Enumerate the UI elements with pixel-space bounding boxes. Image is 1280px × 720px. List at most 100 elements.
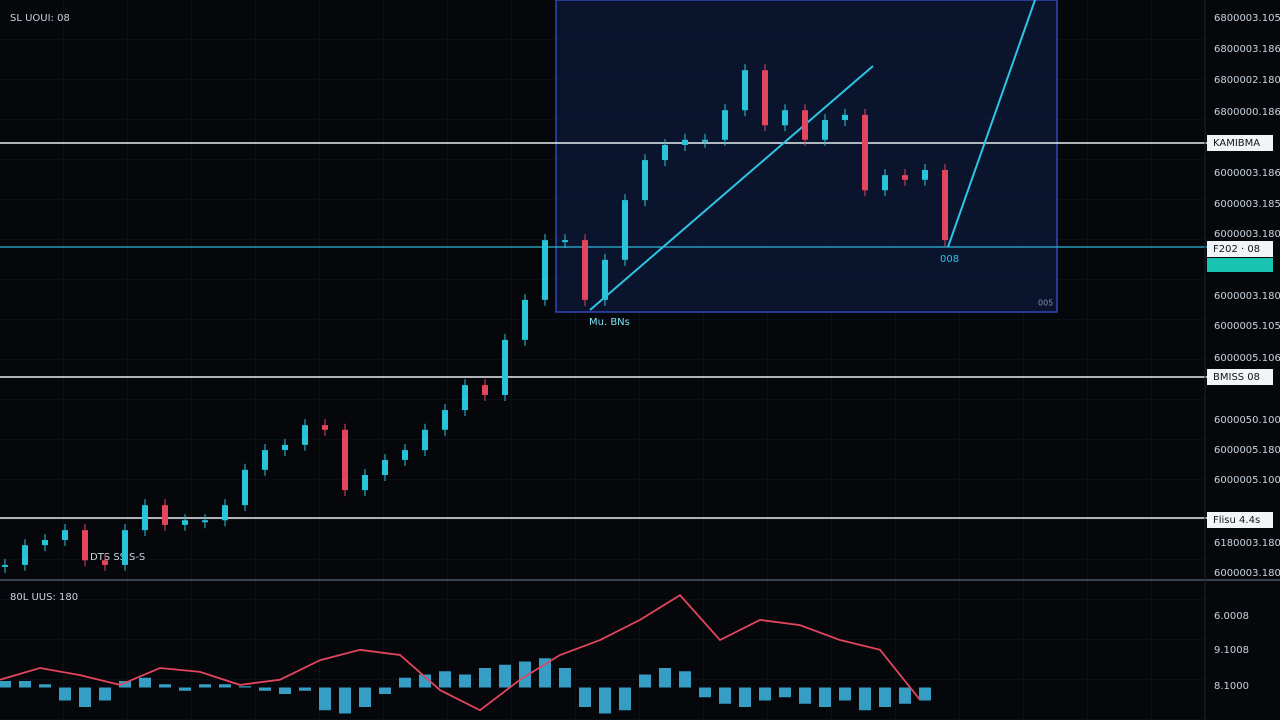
histogram-bar [299, 687, 311, 691]
candle [702, 139, 708, 142]
candle [482, 385, 488, 395]
histogram-bar [319, 687, 331, 711]
candle [662, 145, 668, 161]
histogram-bar [839, 687, 851, 701]
price-tag: Flisu 4.4s [1213, 515, 1260, 526]
candle [182, 520, 188, 525]
indicator-axis-label: 6.0008 [1214, 611, 1249, 622]
candle [62, 530, 68, 540]
histogram-bar [499, 664, 511, 688]
indicator-title: 80L UUS: 180 [10, 592, 78, 603]
indicator-axis-label: 8.1000 [1214, 681, 1249, 692]
candle [842, 114, 848, 121]
histogram-bar [79, 687, 91, 707]
histogram-bar [279, 687, 291, 694]
candle [242, 469, 248, 506]
price-tag-box [1207, 241, 1273, 257]
candle [42, 539, 48, 546]
price-axis-label: 6000003.185 [1214, 199, 1280, 210]
histogram-bar [0, 681, 11, 688]
candle [762, 70, 768, 126]
price-tag: BMISS 08 [1213, 372, 1260, 383]
annotation: Mu. BNs [589, 317, 630, 328]
price-axis-label: 6000003.180 [1214, 229, 1280, 240]
histogram-bar [159, 684, 171, 688]
histogram-bar [379, 687, 391, 694]
histogram-bar [459, 674, 471, 688]
candle [522, 299, 528, 340]
histogram-bar [59, 687, 71, 701]
candle [722, 110, 728, 140]
selection-box[interactable] [555, 0, 1058, 313]
histogram-bar [879, 687, 891, 707]
candle [802, 110, 808, 140]
candle [922, 169, 928, 180]
histogram-bar [559, 668, 571, 688]
histogram-bar [479, 668, 491, 688]
candle [442, 410, 448, 430]
histogram-bar [779, 687, 791, 698]
price-axis-label: 6000005.106 [1214, 353, 1280, 364]
candle [902, 175, 908, 180]
candle [882, 175, 888, 191]
candle [82, 530, 88, 561]
histogram-bar [619, 687, 631, 711]
price-axis-label: 6800003.186 [1214, 44, 1280, 55]
histogram-bar [579, 687, 591, 707]
histogram-bar [99, 687, 111, 701]
candle [562, 240, 568, 243]
candle [362, 475, 368, 491]
candle [682, 139, 688, 145]
indicator-axis-label: 9.1008 [1214, 645, 1249, 656]
candle [742, 70, 748, 111]
price-tag-box [1207, 135, 1273, 151]
histogram-bar [19, 681, 31, 688]
candle [222, 505, 228, 521]
price-axis-label: 6800002.180 [1214, 75, 1280, 86]
candle [22, 545, 28, 565]
annotation: 005 [1038, 299, 1053, 308]
histogram-bar [919, 687, 931, 701]
histogram-bar [399, 677, 411, 688]
candle [542, 240, 548, 300]
histogram-bar [739, 687, 751, 707]
candle [202, 520, 208, 523]
price-axis-label: 6000003.186 [1214, 168, 1280, 179]
price-axis-label: 6800000.186 [1214, 107, 1280, 118]
candle [942, 169, 948, 241]
candle [122, 530, 128, 565]
price-axis-label: 6800003.105 [1214, 13, 1280, 24]
price-tag: KAMIBMA [1213, 138, 1260, 149]
candle [382, 459, 388, 476]
histogram-bar [819, 687, 831, 707]
price-axis-label: 6000003.180 [1214, 291, 1280, 302]
trend-line[interactable] [947, 0, 1036, 248]
indicator-line [0, 594, 921, 712]
histogram-bar [199, 684, 211, 688]
price-tag-box [1207, 512, 1273, 528]
histogram-bar [439, 671, 451, 688]
candle [462, 385, 468, 411]
histogram-bar [139, 677, 151, 688]
histogram-bar [659, 668, 671, 688]
histogram-bar [339, 687, 351, 714]
price-axis-label: 6000003.180 [1214, 568, 1280, 579]
candle [102, 560, 108, 565]
histogram-bar [39, 684, 51, 688]
histogram-bar [899, 687, 911, 704]
histogram-bar [219, 684, 231, 688]
histogram-bar [119, 681, 131, 688]
histogram-bar [859, 687, 871, 711]
candle [622, 200, 628, 260]
trend-line[interactable] [589, 65, 874, 311]
histogram-bar [419, 674, 431, 688]
annotation: 008 [940, 254, 959, 265]
candle [162, 505, 168, 525]
histogram-bar [799, 687, 811, 704]
histogram-bar [259, 687, 271, 691]
price-axis-label: 6000005.105 [1214, 321, 1280, 332]
price-tag-box [1207, 369, 1273, 385]
histogram-bar [359, 687, 371, 707]
candle [582, 240, 588, 300]
histogram-bar [519, 661, 531, 688]
